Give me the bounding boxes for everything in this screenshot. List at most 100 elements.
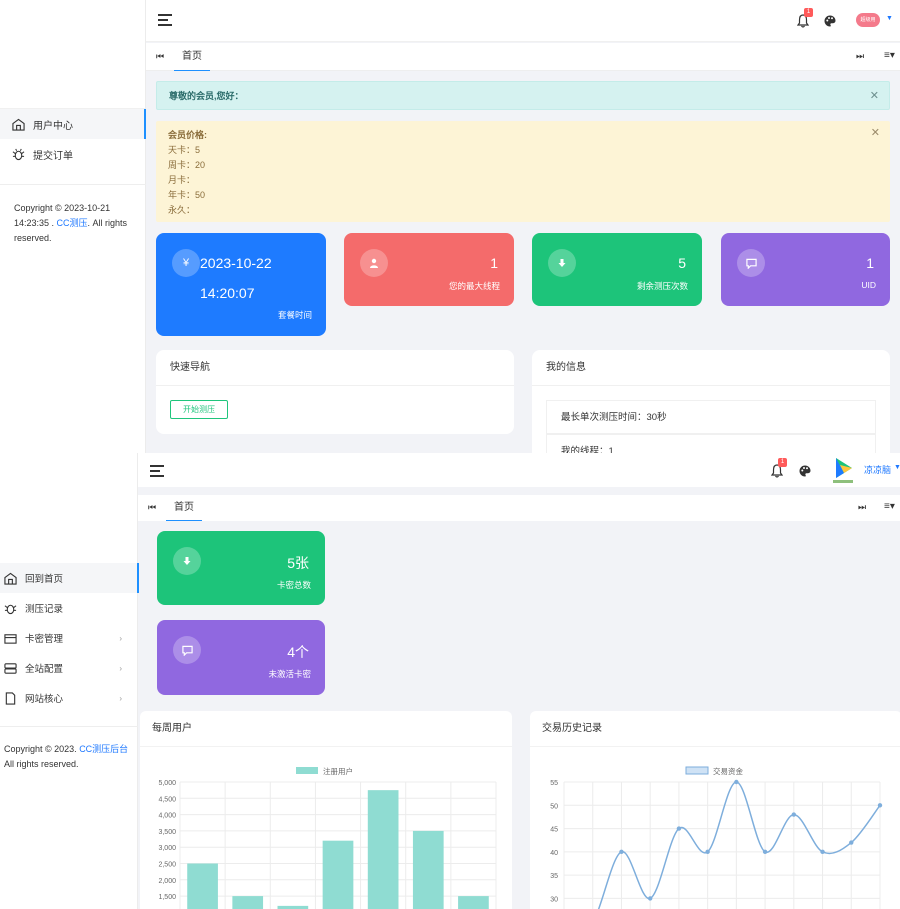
info-row: 最长单次测压时间：30秒 [546, 400, 876, 434]
stat-value: 5 [678, 255, 686, 271]
card-icon [4, 633, 17, 644]
scroll-first-icon[interactable]: ⏮ [148, 502, 157, 512]
bar [232, 896, 264, 909]
data-point [849, 840, 854, 845]
tab-menu-icon[interactable]: ≡▾ [884, 501, 895, 512]
palette-icon[interactable] [824, 15, 836, 27]
copyright-suffix: All rights reserved. [4, 759, 79, 769]
copyright: Copyright © 2023-10-21 14:23:35 . CC测压. … [14, 201, 138, 246]
copyright-link[interactable]: CC测压后台 [79, 744, 129, 754]
home-icon [4, 572, 17, 585]
admin-dashboard-screen: 回到首页 测压记录 卡密管理 › 全站配置 › 网站核心 › [0, 453, 900, 909]
sidebar-item-home[interactable]: 回到首页 [0, 563, 139, 593]
chevron-right-icon: › [119, 663, 122, 673]
avatar[interactable] [830, 455, 856, 485]
welcome-alert: 尊敬的会员,您好： ✕ [156, 81, 890, 110]
data-point [734, 779, 739, 785]
bug-icon [12, 148, 25, 160]
server-icon [4, 662, 17, 674]
stat-card-remaining: 5 剩余测压次数 [532, 233, 702, 306]
chevron-down-icon[interactable]: ▼ [894, 464, 900, 471]
stat-label: UID [861, 280, 876, 290]
stat-value: 1 [866, 255, 874, 271]
bar [412, 830, 444, 909]
scroll-last-icon[interactable]: ⏭ [858, 502, 867, 512]
sidebar-item-label: 用户中心 [33, 120, 73, 132]
menu-toggle-icon[interactable] [150, 465, 164, 477]
data-point [676, 826, 682, 831]
chevron-down-icon[interactable]: ▼ [886, 15, 893, 22]
close-icon[interactable]: ✕ [870, 127, 880, 139]
sidebar-item-test-records[interactable]: 测压记录 [0, 593, 138, 623]
menu-toggle-icon[interactable] [158, 14, 172, 26]
stat-label: 您的最大线程 [448, 281, 500, 291]
stat-card-inactive: 4个 未激活卡密 [157, 620, 325, 695]
data-point [877, 803, 883, 808]
sidebar-item-submit-order[interactable]: 提交订单 [0, 139, 145, 169]
sidebar: 用户中心 提交订单 Copyright © 2023-10-21 14:23:3… [0, 0, 146, 453]
tab-menu-icon[interactable]: ≡▾ [884, 50, 895, 61]
avatar[interactable]: 超级用 [856, 13, 880, 27]
logo-area [0, 0, 145, 108]
divider [0, 184, 146, 185]
notification-badge: 1 [804, 8, 813, 17]
copyright-link[interactable]: CC测压 [56, 218, 88, 228]
price-line: 周卡：20 [168, 160, 206, 170]
stat-value: 4个 [287, 644, 309, 660]
member-dashboard-screen: 用户中心 提交订单 Copyright © 2023-10-21 14:23:3… [0, 0, 900, 453]
bell-icon[interactable]: 1 [770, 458, 787, 478]
copyright-suffix: . All rights reserved. [14, 218, 128, 243]
transaction-history-panel: 交易历史记录 交易资金55504540353025 [530, 711, 900, 909]
bell-icon[interactable]: 1 [796, 8, 813, 28]
data-point [619, 849, 624, 855]
tab-home[interactable]: 首页 [174, 43, 210, 71]
legend-label: 注册用户 [323, 766, 353, 776]
my-info-panel: 我的信息 最长单次测压时间：30秒 我的线程：1 [532, 350, 890, 453]
y-tick-label: 50 [550, 803, 558, 810]
bar [458, 896, 489, 909]
legend-swatch [685, 766, 709, 775]
copyright: Copyright © 2023. CC测压后台 All rights rese… [4, 742, 128, 772]
bar [367, 790, 399, 909]
y-tick-label: 5,000 [158, 780, 176, 787]
welcome-text: 尊敬的会员,您好： [169, 91, 244, 101]
sidebar-item-site-config[interactable]: 全站配置 › [0, 653, 138, 683]
stat-value: 5张 [287, 555, 309, 571]
sidebar-item-site-core[interactable]: 网站核心 › [0, 683, 138, 713]
legend-swatch [296, 767, 318, 774]
y-tick-label: 3,500 [158, 829, 176, 836]
stat-card-uid: 1 UID [721, 233, 890, 306]
user-name[interactable]: 凉凉脑 [864, 465, 892, 475]
y-tick-label: 30 [550, 896, 558, 903]
start-test-button[interactable]: 开始测压 [170, 400, 228, 419]
price-line: 永久： [168, 205, 196, 215]
y-tick-label: 55 [550, 780, 558, 787]
chart-title: 每周用户 [140, 711, 512, 747]
close-icon[interactable]: ✕ [869, 90, 879, 102]
divider [0, 726, 138, 727]
price-line: 天卡：5 [168, 145, 201, 155]
quick-nav-panel: 快速导航 开始测压 [156, 350, 514, 434]
legend-label: 交易资金 [713, 766, 743, 776]
tab-home[interactable]: 首页 [166, 495, 202, 521]
yen-icon: ¥ [172, 249, 200, 277]
palette-icon[interactable] [799, 465, 811, 477]
stat-label: 剩余测压次数 [636, 281, 688, 291]
sidebar-item-card-management[interactable]: 卡密管理 › [0, 623, 138, 653]
sidebar-item-label: 回到首页 [25, 574, 64, 585]
stat-card-plan-time: ¥ 2023-10-22 14:20:07 套餐时间 [156, 233, 326, 336]
document-icon [5, 691, 16, 705]
stat-label: 未激活卡密 [268, 669, 311, 679]
topbar: 1 超级用 ▼ [146, 0, 900, 42]
price-alert: 会员价格: 天卡：5 周卡：20 月卡： 年卡：50 永久： ✕ [156, 121, 890, 222]
sidebar-item-user-center[interactable]: 用户中心 [0, 109, 146, 139]
panel-title: 我的信息 [532, 350, 890, 386]
data-point [791, 812, 797, 817]
sidebar-item-label: 提交订单 [33, 150, 73, 162]
message-icon [737, 249, 765, 277]
sidebar-item-label: 测压记录 [25, 604, 64, 615]
scroll-last-icon[interactable]: ⏭ [856, 51, 865, 61]
scroll-first-icon[interactable]: ⏮ [156, 51, 165, 61]
price-line: 月卡： [168, 175, 196, 185]
weekly-users-chart: 注册用户 5,000 4,500 4,000 3,500 3,000 2,500 2,000 1… [158, 766, 497, 909]
